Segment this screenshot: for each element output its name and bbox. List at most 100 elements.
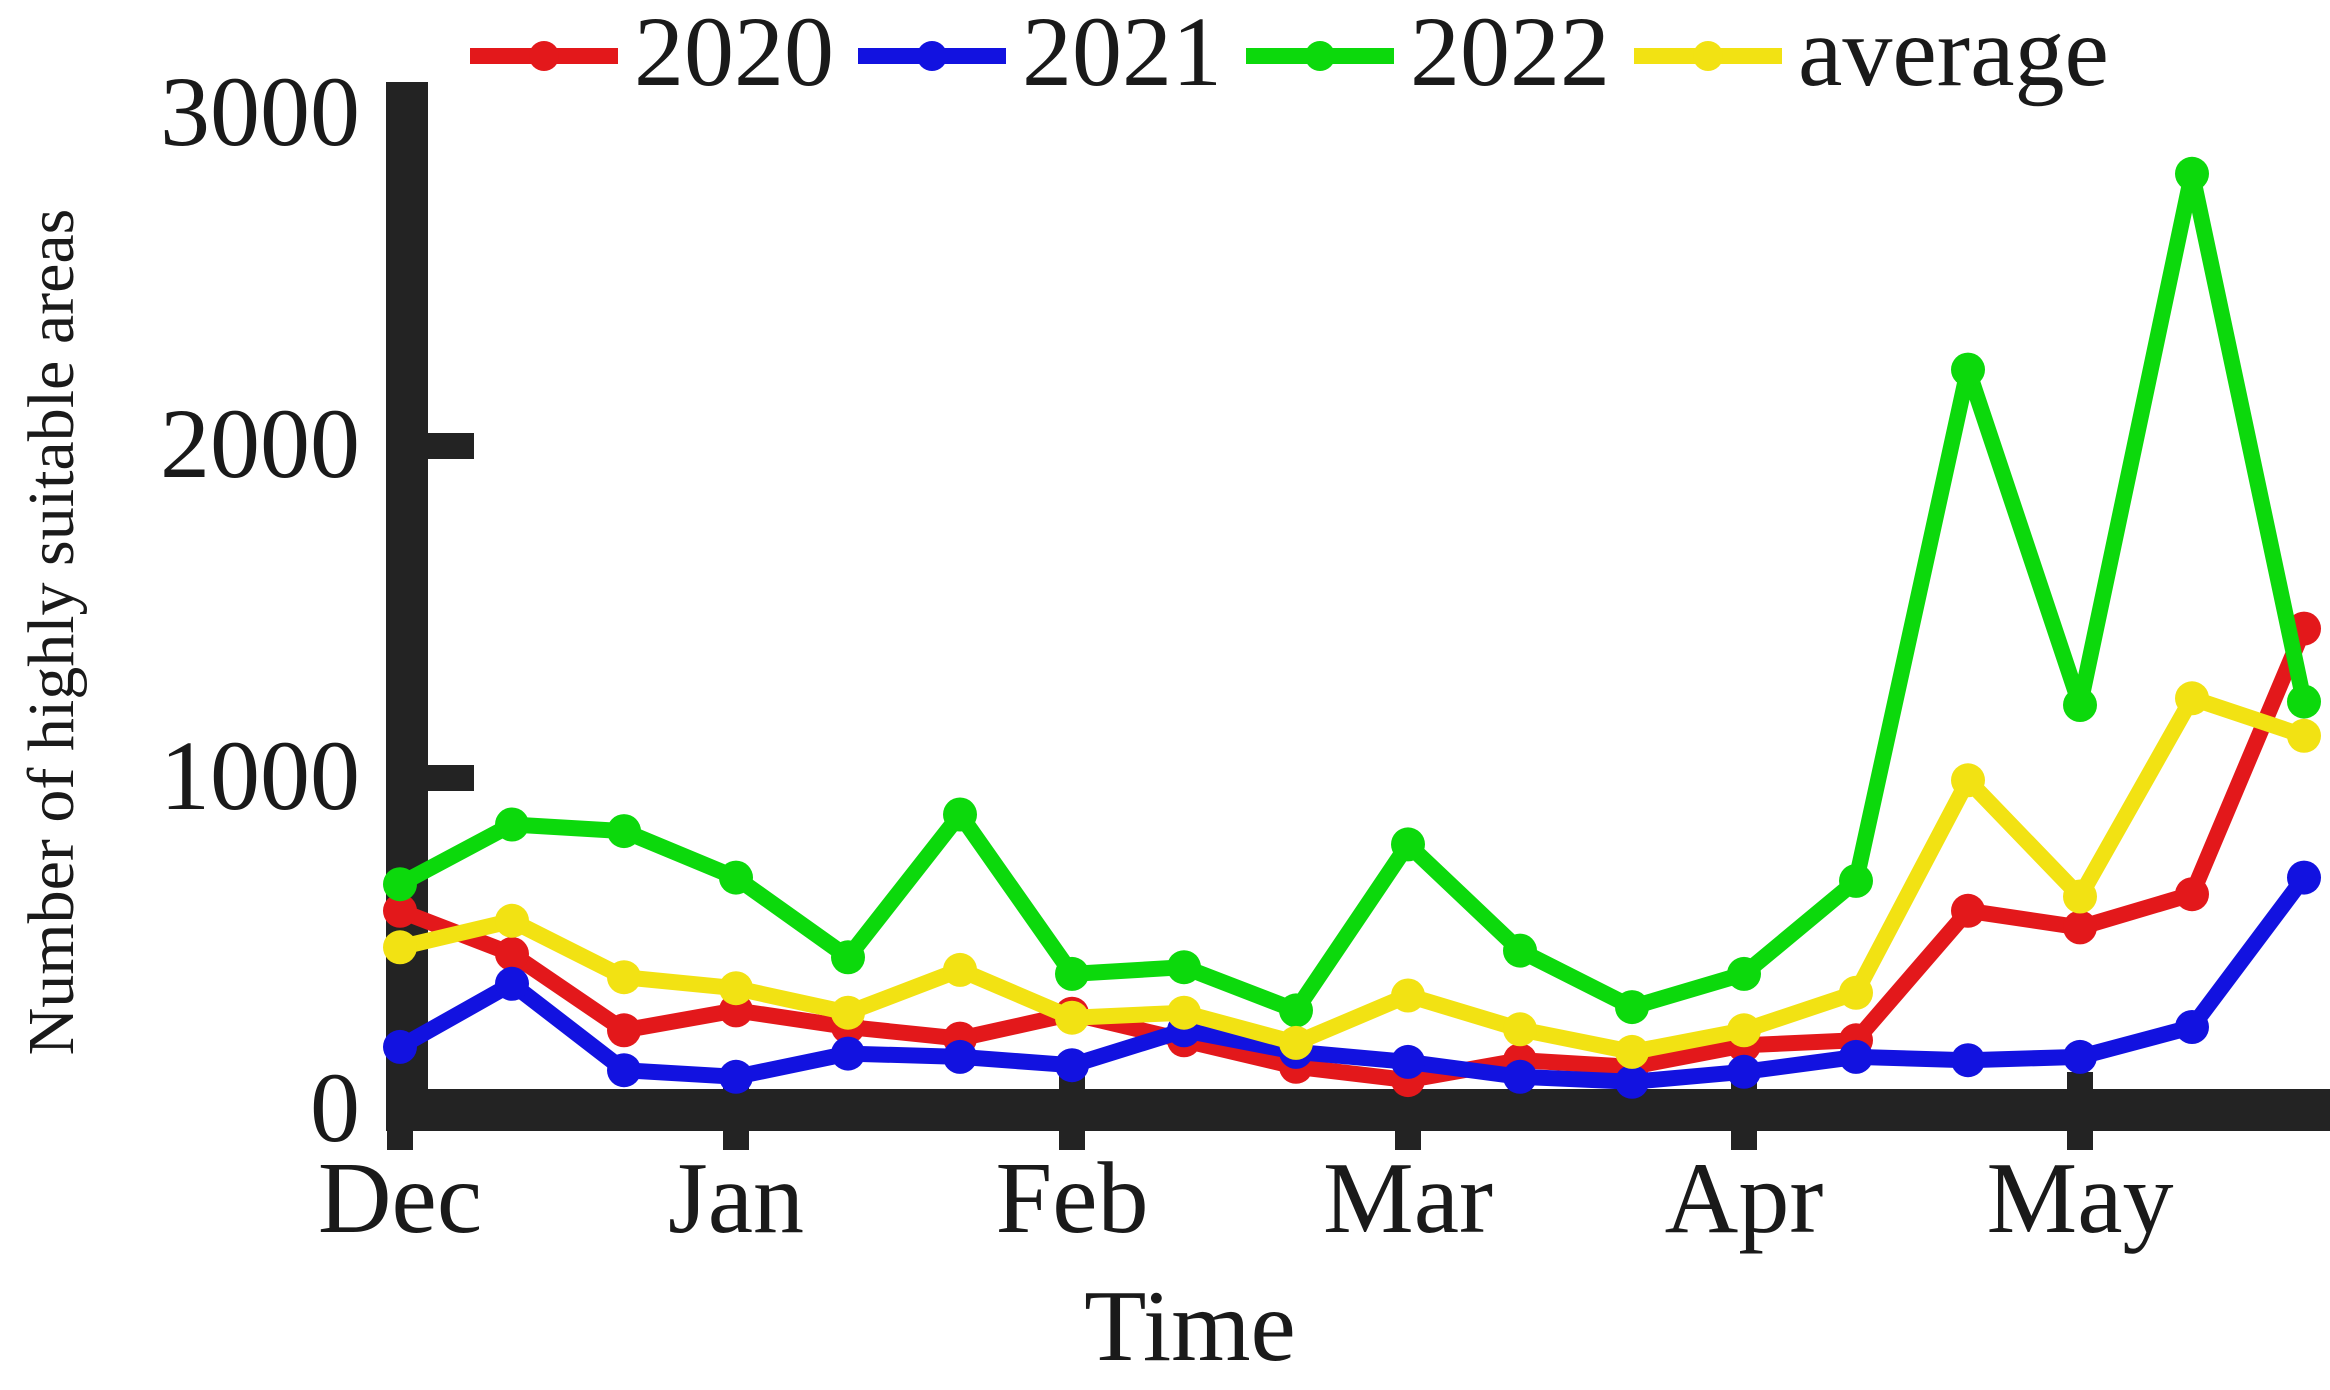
y-tick-label: 0 (310, 1052, 360, 1163)
data-point-2021 (1839, 1039, 1873, 1074)
data-point-2022 (495, 807, 529, 842)
data-point-2021 (1615, 1064, 1649, 1099)
legend-item-2022: 2022 (1244, 2, 1610, 106)
y-tick-label: 1000 (160, 720, 360, 831)
data-point-average (1727, 1013, 1761, 1048)
data-point-2020 (2063, 910, 2097, 945)
data-point-average (719, 971, 753, 1006)
data-point-average (831, 995, 865, 1030)
data-point-2021 (831, 1036, 865, 1071)
legend-line-icon (1634, 41, 1782, 71)
data-point-2021 (1055, 1048, 1089, 1083)
data-point-2021 (1951, 1043, 1985, 1078)
data-point-2021 (1727, 1054, 1761, 1089)
data-point-2021 (495, 966, 529, 1001)
data-point-2022 (607, 814, 641, 849)
data-point-2021 (383, 1029, 417, 1064)
legend-item-2020: 2020 (468, 2, 834, 106)
legend-label: 2020 (634, 0, 834, 107)
legend-item-average: average (1632, 2, 2109, 106)
data-point-average (1839, 975, 1873, 1010)
data-point-2022 (1951, 352, 1985, 387)
x-axis-title: Time (1084, 1270, 1296, 1383)
data-point-average (1279, 1025, 1313, 1060)
series-line-2022 (392, 165, 2312, 1019)
data-point-average (2175, 681, 2209, 716)
data-point-2022 (2175, 156, 2209, 191)
data-point-average (495, 903, 529, 938)
data-point-2022 (2287, 684, 2321, 719)
series-line-average (392, 690, 2312, 1060)
x-tick-label: Mar (1323, 1142, 1493, 1255)
x-tick-label: Jan (668, 1142, 804, 1255)
legend-label: average (1798, 0, 2109, 107)
data-point-average (1503, 1012, 1537, 1047)
data-point-average (1615, 1034, 1649, 1069)
data-point-average (383, 930, 417, 965)
legend-label: 2021 (1022, 0, 1222, 107)
x-tick-mark (387, 1072, 413, 1150)
data-point-2020 (383, 893, 417, 928)
x-tick-label: Feb (995, 1142, 1149, 1255)
data-point-average (607, 960, 641, 995)
x-tick-label: Dec (317, 1142, 483, 1255)
legend-marker (1305, 41, 1335, 71)
legend: 2020 2021 2022 average (468, 2, 2109, 106)
data-point-2020 (607, 1013, 641, 1048)
data-point-average (943, 952, 977, 987)
data-point-average (2287, 718, 2321, 753)
y-tick-mark (428, 433, 474, 459)
data-point-2021 (2063, 1039, 2097, 1074)
data-point-average (1951, 763, 1985, 798)
data-point-2021 (2287, 860, 2321, 895)
data-point-2022 (943, 797, 977, 832)
x-tick-label: May (1986, 1142, 2174, 1255)
legend-marker (917, 41, 947, 71)
data-point-2022 (1055, 956, 1089, 991)
data-point-2022 (1615, 990, 1649, 1025)
y-tick-label: 3000 (160, 56, 360, 167)
legend-marker (529, 41, 559, 71)
legend-line-icon (470, 41, 618, 71)
data-point-average (2063, 879, 2097, 914)
data-point-2021 (2175, 1010, 2209, 1044)
data-point-2021 (607, 1053, 641, 1088)
y-axis-title: Number of highly suitable areas (15, 208, 88, 1056)
legend-line-icon (1246, 41, 1394, 71)
data-point-2020 (495, 937, 529, 971)
data-point-2021 (1391, 1044, 1425, 1079)
data-point-2022 (1167, 950, 1201, 985)
y-axis-line (386, 82, 428, 1131)
series-line-2020 (392, 620, 2312, 1089)
data-point-average (1055, 1000, 1089, 1035)
data-point-2022 (2063, 688, 2097, 722)
data-point-2022 (1279, 993, 1313, 1028)
x-tick-label: Apr (1664, 1142, 1824, 1255)
data-point-2022 (1391, 827, 1425, 862)
data-point-2020 (2175, 877, 2209, 912)
data-point-2021 (1503, 1059, 1537, 1094)
x-tick-mark (1059, 1072, 1085, 1150)
data-point-average (1391, 978, 1425, 1013)
legend-label: 2022 (1410, 0, 1610, 107)
data-point-2022 (383, 867, 417, 902)
legend-line-icon (858, 41, 1006, 71)
data-point-2022 (831, 940, 865, 975)
data-point-2022 (719, 860, 753, 895)
data-point-2022 (1727, 956, 1761, 991)
y-tick-mark (428, 765, 474, 791)
x-axis-line (386, 1089, 2330, 1131)
legend-marker (1693, 41, 1723, 71)
series-line-2021 (392, 869, 2312, 1090)
data-point-average (1167, 995, 1201, 1030)
y-tick-label: 2000 (160, 388, 360, 499)
data-point-2020 (1951, 893, 1985, 928)
data-point-2021 (943, 1039, 977, 1074)
data-point-2022 (1839, 863, 1873, 898)
legend-item-2021: 2021 (856, 2, 1222, 106)
data-point-2021 (719, 1059, 753, 1094)
data-point-2022 (1503, 933, 1537, 968)
x-tick-mark (2067, 1072, 2093, 1150)
